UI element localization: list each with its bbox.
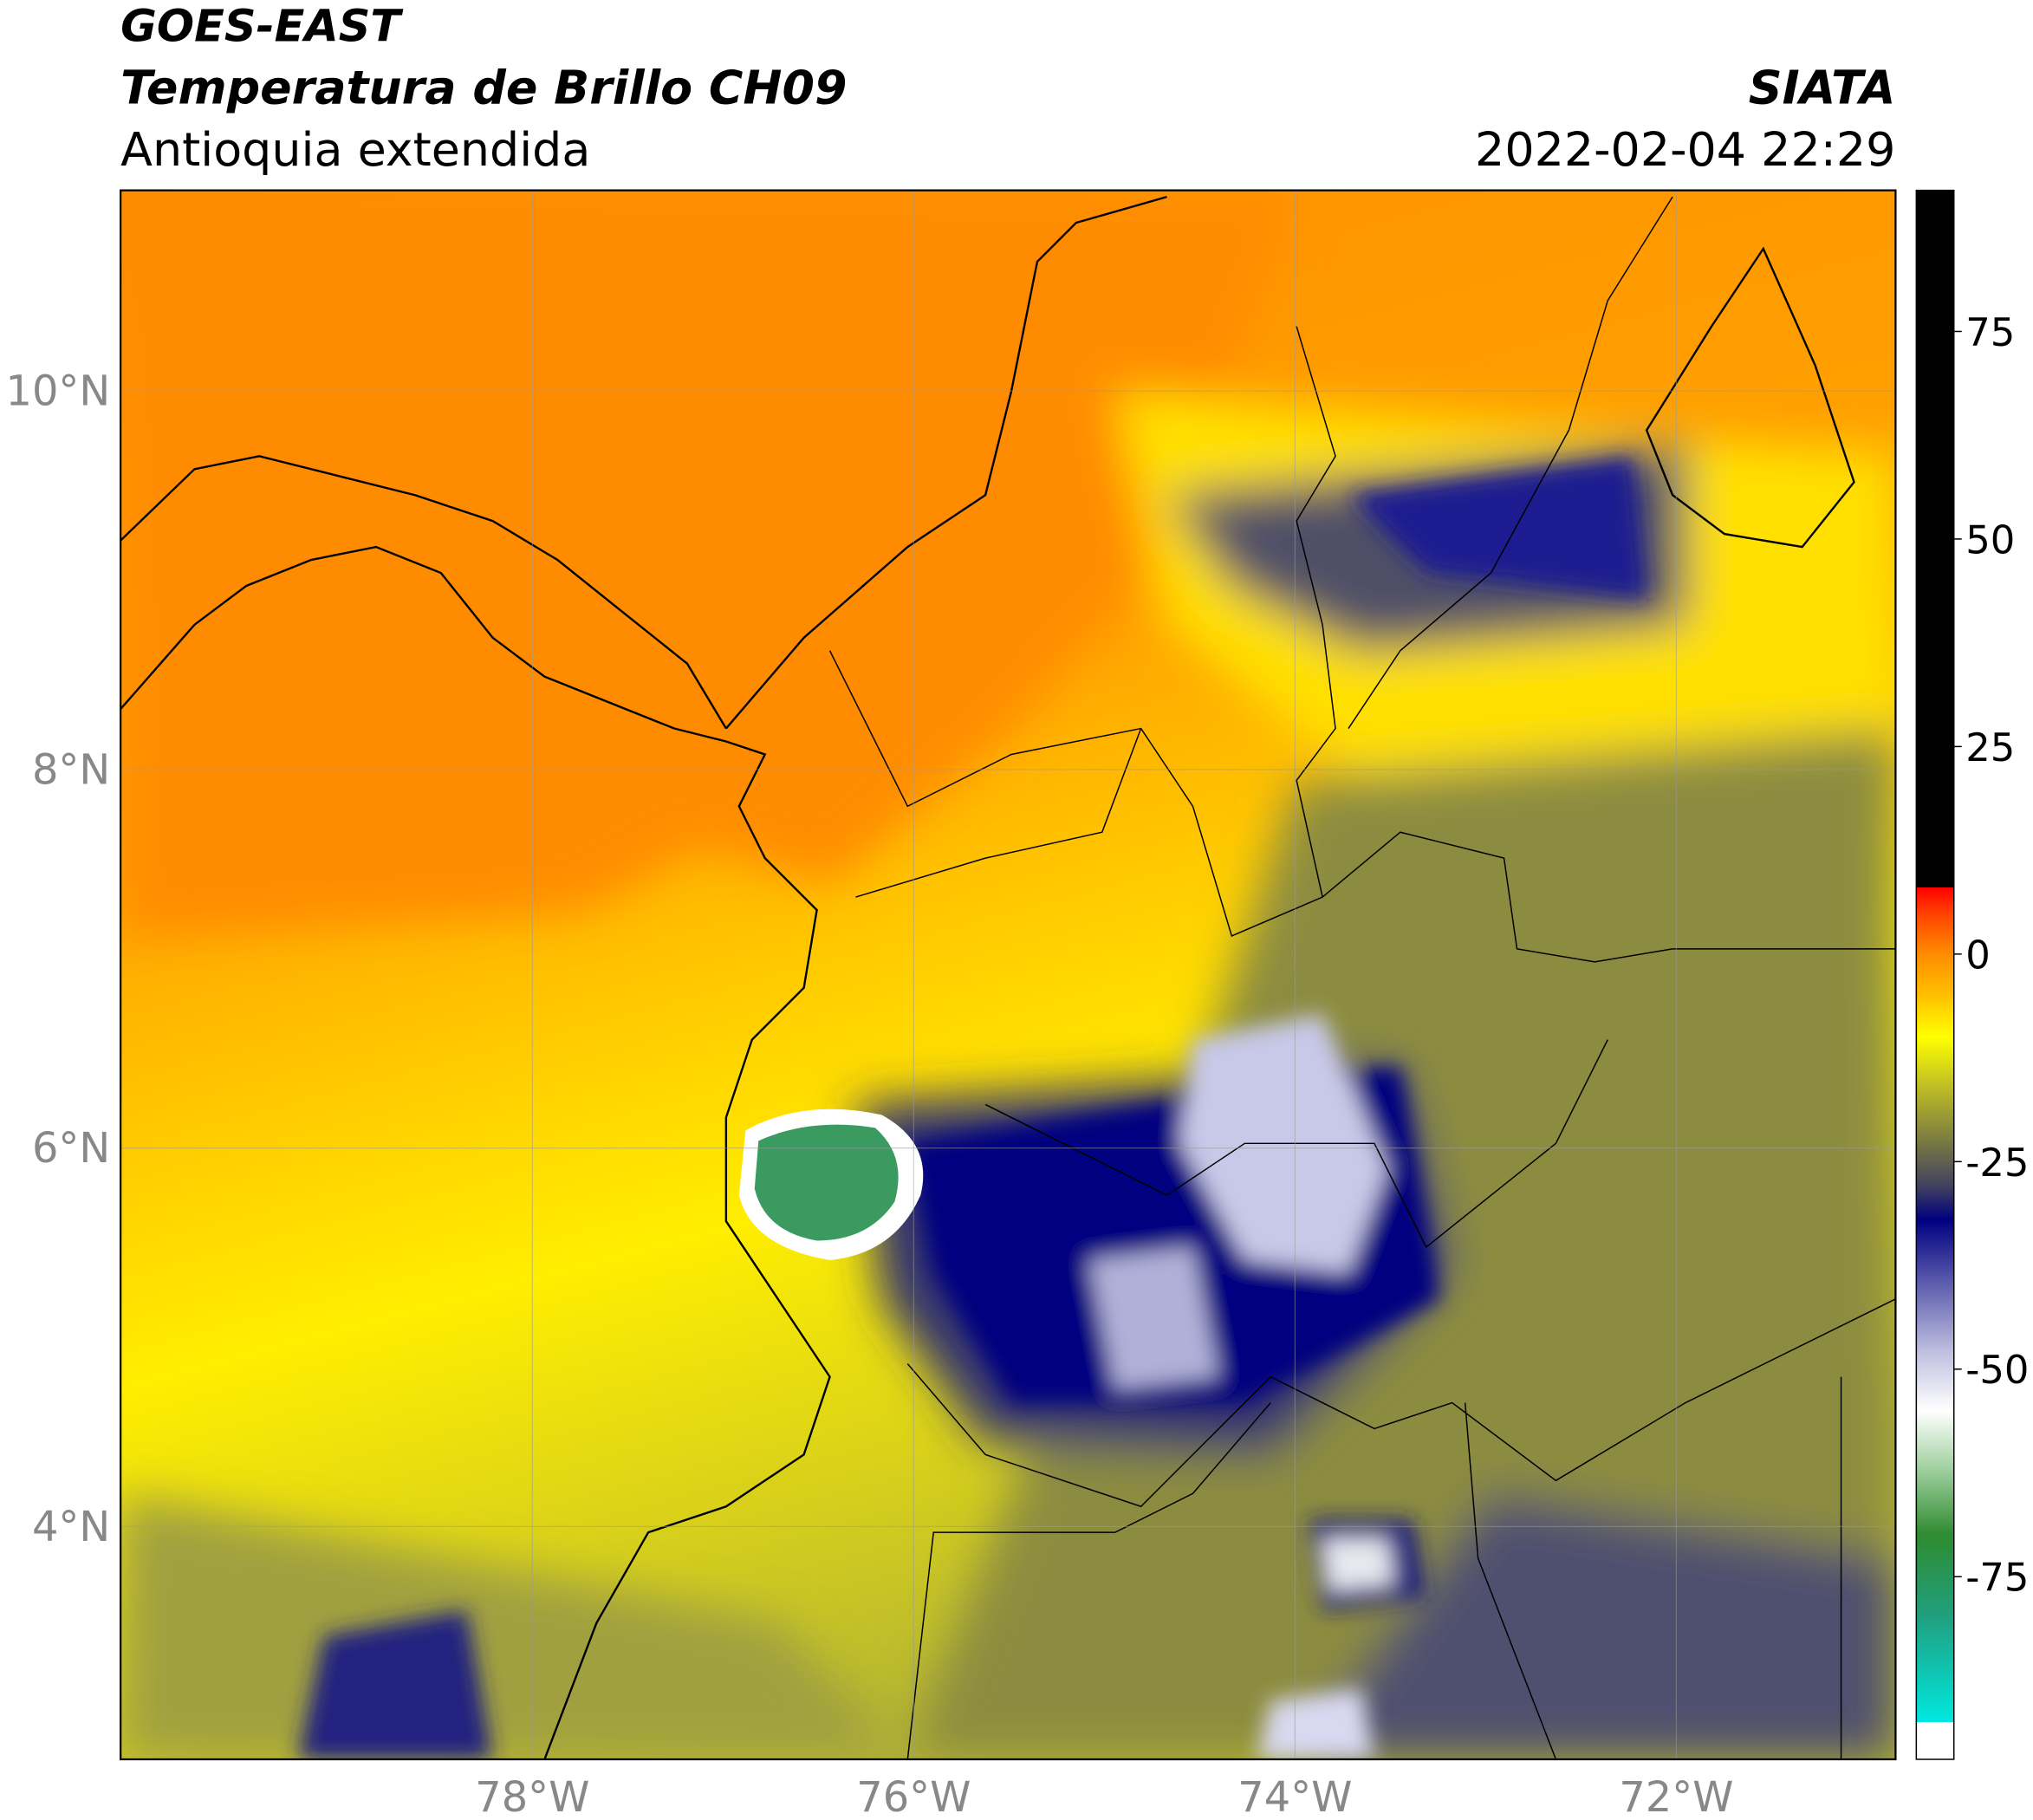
title: GOES-EAST: [120, 1, 404, 52]
colorbar-tick-label: 25: [1965, 725, 2015, 770]
colorbar-tick-label: 50: [1965, 517, 2015, 562]
y-tick-label: 8°N: [32, 746, 110, 794]
x-tick-label: 74°W: [1237, 1774, 1352, 1820]
x-tick-label: 78°W: [475, 1774, 589, 1820]
x-tick-label: 72°W: [1619, 1774, 1733, 1820]
source: SIATA: [1749, 60, 1896, 114]
map-frame: [120, 189, 1897, 1761]
colorbar-tick-label: 75: [1965, 309, 2015, 355]
map-imagery: [120, 190, 1896, 1759]
y-tick-label: 6°N: [32, 1125, 110, 1173]
grid: [120, 190, 1896, 1759]
y-tick-label: 4°N: [32, 1504, 110, 1551]
subtitle: Temperatura de Brillo CH09: [120, 60, 847, 114]
region: Antioquia extendida: [120, 122, 590, 177]
y-tick-label: 10°N: [6, 368, 111, 416]
colorbar-tick-label: -75: [1965, 1555, 2029, 1601]
x-tick-label: 76°W: [856, 1774, 971, 1820]
datetime: 2022-02-04 22:29: [1475, 122, 1895, 177]
colorbar: [1915, 189, 1955, 1760]
colorbar-tick-label: 0: [1965, 932, 1991, 978]
colorbar-tick-label: -25: [1965, 1140, 2029, 1186]
colorbar-tick-label: -50: [1965, 1347, 2029, 1393]
